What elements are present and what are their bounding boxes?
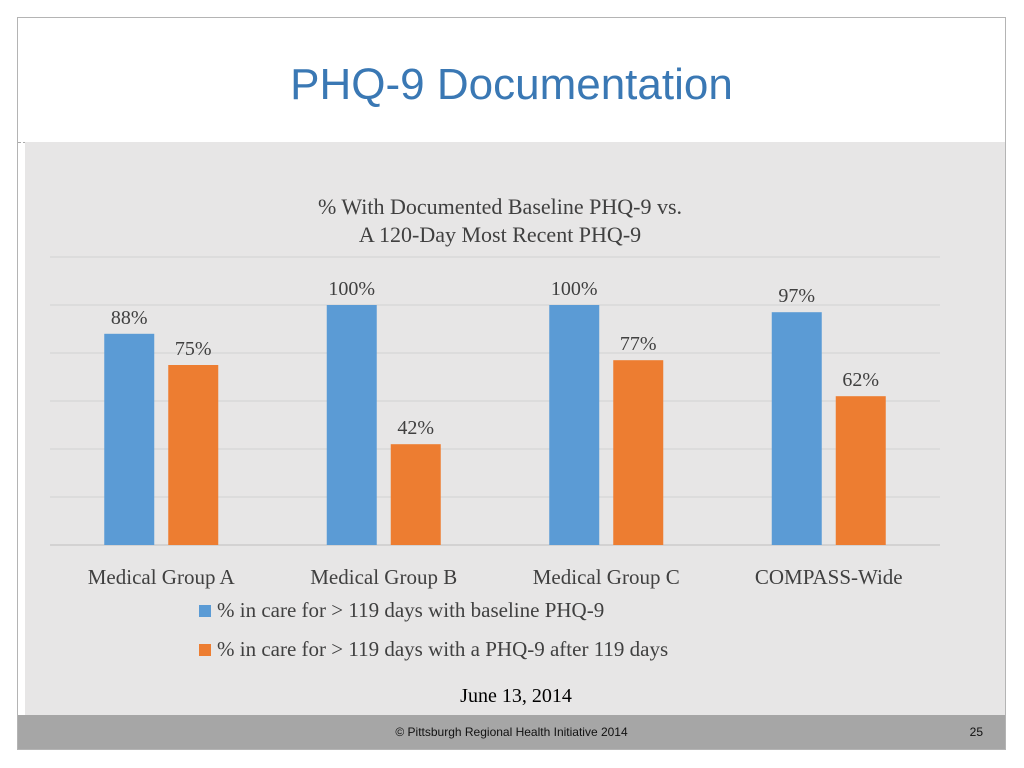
legend-swatch-after-119-days xyxy=(199,644,211,656)
bar-baseline-2 xyxy=(326,305,377,545)
category-label-1: Medical Group A xyxy=(88,565,236,589)
category-label-4: COMPASS-Wide xyxy=(755,565,903,589)
data-label-after-119-days-1: 75% xyxy=(175,338,212,360)
data-label-baseline-1: 88% xyxy=(111,307,148,329)
footer-copyright: © Pittsburgh Regional Health Initiative … xyxy=(395,725,628,739)
data-label-after-119-days-4: 62% xyxy=(842,369,879,391)
chart-title-line-1: % With Documented Baseline PHQ-9 vs. xyxy=(318,194,682,219)
chart-bars: 88% 75% 100% 42% 100% 77% 97% 62% xyxy=(104,278,886,545)
chart-area: % With Documented Baseline PHQ-9 vs. A 1… xyxy=(25,142,1005,715)
data-label-baseline-3: 100% xyxy=(551,278,598,300)
chart-category-labels: Medical Group A Medical Group B Medical Gr… xyxy=(88,565,903,589)
chart-title-line-2: A 120-Day Most Recent PHQ-9 xyxy=(359,222,641,247)
data-label-after-119-days-3: 77% xyxy=(620,333,657,355)
data-label-baseline-2: 100% xyxy=(328,278,375,300)
bar-baseline-1 xyxy=(104,333,155,545)
bar-after-119-days-1 xyxy=(168,365,219,545)
slide-title: PHQ-9 Documentation xyxy=(290,60,733,109)
data-label-baseline-4: 97% xyxy=(778,285,815,307)
page-number: 25 xyxy=(969,725,983,739)
data-label-after-119-days-2: 42% xyxy=(397,417,434,439)
category-label-2: Medical Group B xyxy=(310,565,457,589)
category-label-3: Medical Group C xyxy=(533,565,680,589)
bar-after-119-days-4 xyxy=(835,396,886,545)
slide: PHQ-9 Documentation % With Documented Ba… xyxy=(17,17,1006,750)
bar-after-119-days-2 xyxy=(390,444,441,545)
legend-label-baseline: % in care for > 119 days with baseline P… xyxy=(217,598,604,622)
bar-baseline-3 xyxy=(549,305,600,545)
footer-bar: © Pittsburgh Regional Health Initiative … xyxy=(18,715,1005,749)
slide-date: June 13, 2014 xyxy=(460,685,572,707)
bar-baseline-4 xyxy=(771,312,822,545)
chart-legend: % in care for > 119 days with baseline P… xyxy=(199,598,668,661)
bar-after-119-days-3 xyxy=(613,360,664,545)
legend-swatch-baseline xyxy=(199,605,211,617)
legend-label-after-119-days: % in care for > 119 days with a PHQ-9 af… xyxy=(217,637,668,661)
